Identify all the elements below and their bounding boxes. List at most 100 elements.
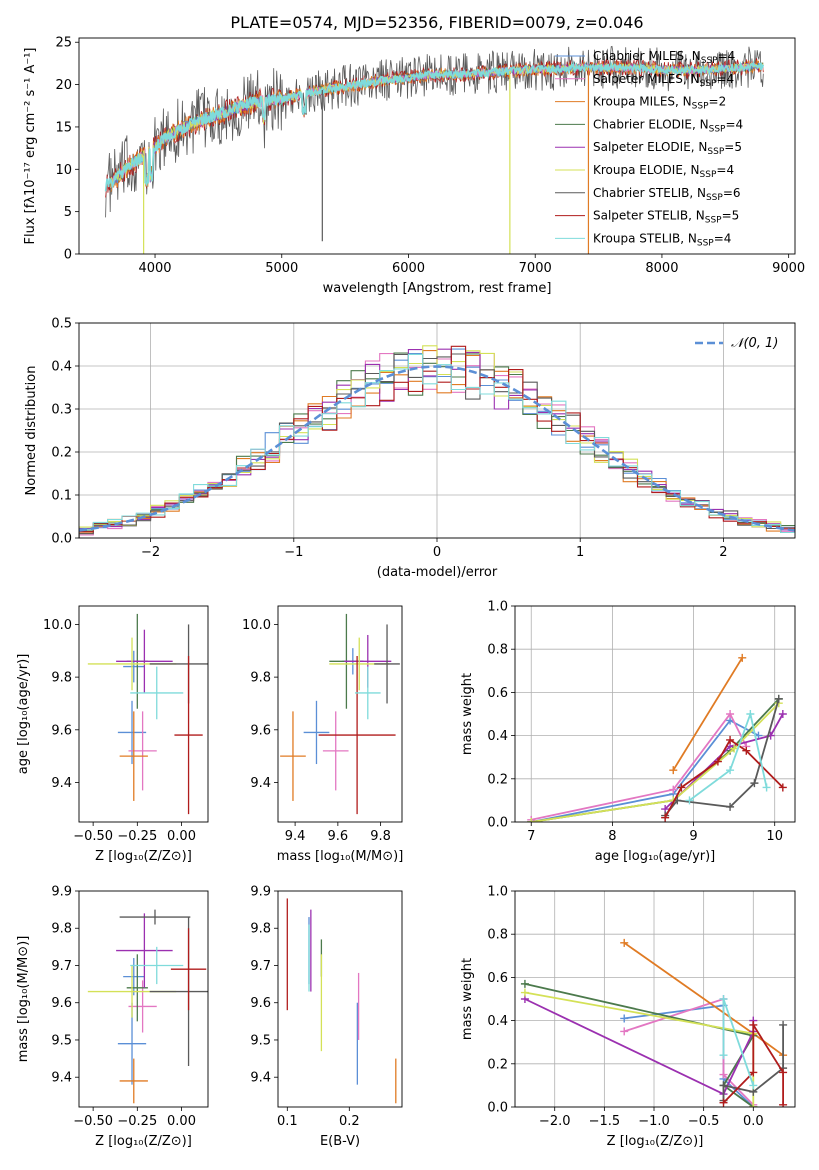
y-axis-label: mass [log₁₀(M/M⊙)] [16,936,31,1063]
weight-marker [661,813,670,822]
x-axis-label: Z [log₁₀(Z/Z⊙)] [95,1134,192,1149]
x-tick-label: 6000 [392,261,425,276]
weight-line [524,983,755,1107]
weight-marker [749,1081,758,1090]
x-tick-label: 9.6 [328,829,349,844]
plot-area [104,45,765,254]
y-axis-label: age [log₁₀(age/yr)] [16,654,31,775]
x-tick-label: 5000 [265,261,298,276]
y-tick-label: 9.8 [51,922,72,937]
legend-label: Kroupa STELIB, NSSP=4 [593,231,731,248]
weight-line [688,710,768,802]
y-axis-label: Normed distribution [24,366,39,496]
panel-weight-vs-age: 7 8 9 10 0.0 0.2 0.4 0.6 0.8 1.0 age [log₁₀(age/yr… [460,600,796,864]
weight-marker [719,1051,728,1060]
weight-marker [527,818,536,822]
legend-label: Kroupa MILES, NSSP=2 [593,95,726,112]
axes-frame [78,890,209,1108]
y-tick-label: 9.9 [51,885,72,900]
weight-marker [779,1068,788,1077]
x-axis-label: wavelength [Angstrom, rest frame] [323,281,552,296]
weight-marker [749,1020,758,1029]
x-axis-label: Z [log₁₀(Z/Z⊙)] [95,849,192,864]
y-tick-label: 9.4 [51,1071,72,1086]
x-axis-label: E(B-V) [320,1134,360,1149]
axes-frame [78,37,796,255]
weight-marker [726,710,735,718]
y-tick-label: 9.6 [51,723,72,738]
weight-marker [762,783,771,792]
legend: 𝒩(0, 1) [695,336,778,351]
x-tick-label: −0.25 [117,829,157,844]
y-tick-label: 10.0 [43,618,72,633]
plot-area [286,898,397,1104]
x-tick-label: 7 [527,829,535,844]
plot-area [79,345,795,538]
weight-line [664,738,784,819]
hist-step [79,353,795,538]
x-axis-label: age [log₁₀(age/yr)] [595,849,716,864]
x-axis-label: mass [log₁₀(M/M⊙)] [277,849,404,864]
axes-frame [78,605,209,823]
weight-marker [778,783,787,792]
axes-frame [514,890,796,1108]
y-tick-label: 9.5 [51,1033,72,1048]
figure-title: PLATE=0574, MJD=52356, FIBERID=0079, z=0… [230,13,643,32]
y-tick-label: 1.0 [487,600,508,615]
x-tick-label: 0.2 [339,1114,360,1129]
y-tick-label: 9.4 [250,776,271,791]
y-tick-label: 9.7 [51,959,72,974]
y-tick-label: 9.9 [250,885,271,900]
panel-weight-vs-Z: −2.0 −1.5 −1.0 −0.5 0.0 0.0 0.2 0.4 0.6 0.8 1.0 Z [… [460,885,796,1149]
y-tick-label: 25 [55,36,72,51]
y-tick-label: 0.0 [51,532,72,547]
y-tick-label: 0.6 [487,971,508,986]
weight-marker [620,938,629,947]
y-tick-label: 9.6 [250,723,271,738]
legend-label: Chabrier MILES, NSSP=4 [593,49,735,66]
x-tick-label: 0.0 [743,1114,764,1129]
legend-label: Chabrier ELODIE, NSSP=4 [593,117,743,134]
spectrum-line [110,59,764,193]
weight-marker [719,1070,728,1079]
y-tick-label: 0.4 [487,1014,508,1029]
legend-label: Kroupa ELODIE, NSSP=4 [593,163,734,180]
weight-marker [719,1081,728,1090]
hist-step [79,345,795,538]
weight-marker [774,694,783,703]
weight-marker [750,779,759,788]
panel-age-vs-mass: 9.4 9.6 9.8 9.4 9.6 9.8 10.0 mass [log₁₀(M/M⊙)] [242,605,404,864]
y-tick-label: 10.0 [242,618,271,633]
axes-frame [514,605,796,823]
weight-line [672,657,743,771]
plot-area [527,653,787,822]
weight-marker [746,710,755,718]
x-tick-label: −1 [284,545,303,560]
weight-marker [620,1027,629,1036]
x-tick-label: −0.50 [73,1114,113,1129]
panel-age-vs-Z: −0.50 −0.25 0.00 9.4 9.6 9.8 10.0 Z [log₁₀(Z/Z⊙… [16,605,209,864]
weight-marker [742,746,751,755]
x-axis-label: (data-model)/error [377,565,498,580]
weight-marker [726,735,735,744]
panel-mass-vs-EBV: 0.1 0.2 9.4 9.5 9.6 9.7 9.8 9.9 E(B-V) [250,885,403,1149]
weight-marker [669,766,678,775]
x-tick-label: 0.1 [277,1114,298,1129]
spectrum-line [104,59,765,192]
x-tick-label: −0.25 [117,1114,157,1129]
y-tick-label: 0.2 [487,1057,508,1072]
x-tick-label: 7000 [519,261,552,276]
y-axis-label: mass weight [460,673,475,755]
weight-marker [749,1103,758,1107]
hist-step [79,353,795,538]
x-tick-label: 9000 [772,261,805,276]
axes-frame [277,890,403,1108]
plot-area [87,613,208,815]
x-tick-label: 8 [608,829,616,844]
legend: Chabrier MILES, NSSP=4 Salpeter MILES, NS… [555,49,743,248]
weight-line [531,719,759,822]
x-tick-label: −2 [141,545,160,560]
y-tick-label: 9.7 [250,959,271,974]
y-tick-label: 0.4 [51,360,72,375]
weight-marker [620,1014,629,1023]
